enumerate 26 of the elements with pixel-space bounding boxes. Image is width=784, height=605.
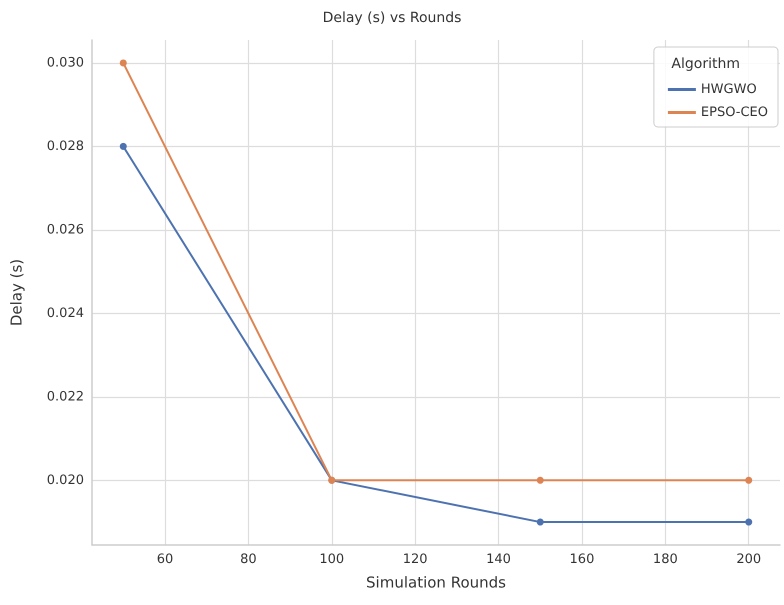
- legend-title: Algorithm: [671, 56, 740, 72]
- y-tick-label: 0.024: [46, 306, 84, 321]
- x-tick-label: 160: [570, 552, 594, 567]
- x-tick-label: 180: [652, 552, 678, 567]
- y-tick-label: 0.022: [46, 389, 84, 404]
- x-tick-label: 120: [402, 552, 428, 567]
- x-tick-label: 140: [486, 552, 511, 567]
- point: [536, 476, 544, 484]
- x-tick-label: 100: [319, 552, 344, 567]
- y-tick-label: 0.028: [46, 138, 84, 154]
- chart-title: Delay (s) vs Rounds: [322, 10, 462, 26]
- point: [745, 518, 752, 526]
- point: [745, 476, 752, 484]
- point: [536, 518, 544, 526]
- point: [120, 59, 127, 66]
- y-tick-label: 0.020: [46, 472, 84, 488]
- point: [120, 142, 127, 150]
- y-tick-label: 0.030: [46, 55, 84, 70]
- legend-label: EPSO-CEO: [700, 105, 768, 120]
- x-axis-title: Simulation Rounds: [366, 574, 506, 592]
- legend-label: HWGWO: [700, 82, 757, 97]
- y-tick-label: 0.026: [46, 222, 84, 238]
- x-tick-label: 60: [156, 552, 174, 567]
- y-axis-title: Delay (s): [8, 258, 26, 326]
- x-tick-label: 200: [736, 552, 762, 567]
- x-tick-label: 80: [240, 552, 257, 567]
